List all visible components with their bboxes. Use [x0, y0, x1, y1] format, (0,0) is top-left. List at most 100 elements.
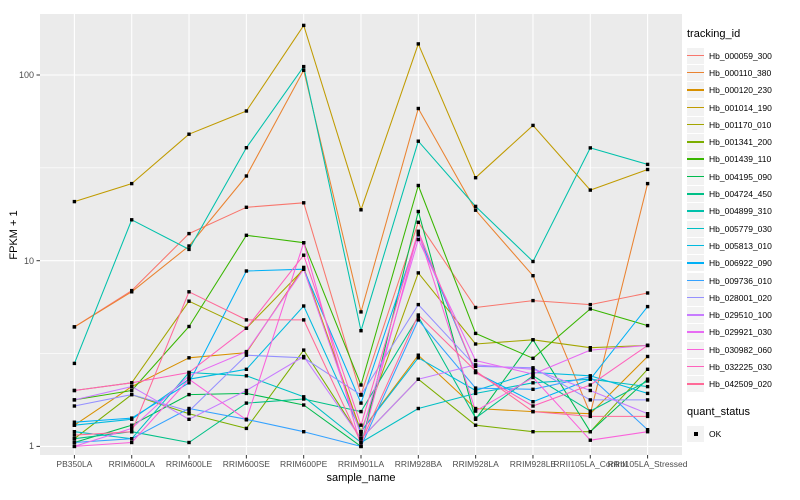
legend-color-line-icon — [687, 348, 704, 351]
data-point-marker — [645, 162, 650, 167]
legend-entry-label: Hb_001439_110 — [709, 154, 772, 165]
data-point-marker — [187, 392, 191, 397]
legend-key — [687, 376, 704, 393]
legend-key — [687, 255, 704, 272]
legend-entry-label: Hb_029510_100 — [709, 310, 772, 321]
x-axis-title: sample_name — [326, 472, 396, 484]
y-tick-label: 1 — [28, 441, 34, 452]
data-point-marker — [359, 430, 363, 434]
legend-entry-label: Hb_001014_190 — [709, 102, 772, 113]
data-point-marker — [72, 325, 77, 329]
legend-entry: Hb_004724_450 — [687, 185, 799, 203]
data-point-marker — [244, 269, 249, 273]
data-point-marker — [416, 356, 420, 360]
data-point-marker — [72, 444, 77, 449]
x-tick-label: RRIM600LA — [108, 459, 155, 469]
ok-square-marker-icon — [693, 431, 698, 436]
data-point-marker — [359, 409, 363, 414]
legend-color-line-icon — [687, 314, 704, 316]
data-point-marker — [130, 440, 134, 445]
y-tick-label: 100 — [18, 70, 34, 80]
data-point-marker — [302, 267, 306, 271]
data-point-marker — [645, 323, 650, 328]
legend-entry: Hb_005779_030 — [687, 220, 799, 237]
data-point-marker — [531, 400, 535, 404]
data-point-marker — [531, 298, 535, 303]
data-point-marker — [72, 440, 77, 445]
legend-entry-label: Hb_000110_380 — [709, 67, 772, 78]
data-point-marker — [531, 387, 535, 391]
data-point-marker — [416, 139, 420, 143]
data-point-marker — [473, 391, 478, 396]
data-point-marker — [588, 383, 592, 387]
legend-key — [687, 134, 704, 151]
legend-tracking-entries: Hb_000059_300 Hb_000110_380 Hb_000120_230 H… — [687, 47, 799, 393]
legend-entry-label: Hb_009736_010 — [709, 275, 772, 286]
data-point-marker — [531, 367, 535, 371]
data-point-marker — [359, 310, 363, 314]
data-point-marker — [645, 412, 650, 416]
data-point-marker — [187, 381, 191, 385]
data-point-marker — [531, 372, 535, 376]
data-point-marker — [187, 409, 191, 413]
legend-key — [687, 307, 704, 324]
data-point-marker — [416, 183, 420, 188]
data-point-marker — [473, 363, 478, 367]
data-point-marker — [244, 426, 249, 431]
legend-key — [687, 289, 704, 306]
data-point-marker — [302, 348, 306, 352]
data-point-marker — [130, 423, 134, 427]
data-point-marker — [130, 384, 134, 389]
data-point-marker — [416, 233, 420, 237]
data-point-marker — [244, 353, 249, 357]
legend-key — [687, 186, 704, 203]
legend-entry-label: Hb_004899_310 — [709, 206, 772, 217]
data-point-marker — [645, 304, 650, 309]
legend-key — [687, 358, 704, 375]
legend-color-line-icon — [687, 71, 704, 74]
data-point-marker — [130, 430, 134, 434]
data-point-marker — [244, 391, 249, 396]
data-point-marker — [130, 181, 134, 186]
data-point-marker — [473, 204, 478, 209]
legend-quant-section: quant_status OK — [687, 406, 799, 442]
data-point-marker — [473, 386, 478, 390]
data-point-marker — [187, 377, 191, 381]
data-point-marker — [359, 329, 363, 333]
data-point-marker — [244, 374, 249, 378]
legend-entry: Hb_042509_020 — [687, 376, 799, 393]
x-tick-label: RRIM928LA — [452, 459, 499, 469]
data-point-marker — [588, 388, 592, 393]
data-point-marker — [130, 388, 134, 393]
data-point-marker — [416, 302, 420, 307]
legend-key — [687, 272, 704, 289]
data-point-marker — [531, 274, 535, 278]
data-point-marker — [416, 106, 420, 111]
legend-key — [687, 64, 704, 81]
legend-color-line-icon — [687, 123, 704, 126]
data-point-marker — [531, 123, 535, 128]
data-point-marker — [244, 326, 249, 330]
data-point-marker — [416, 406, 420, 411]
legend-entry: Hb_000059_300 — [687, 47, 799, 64]
data-point-marker — [416, 313, 420, 317]
legend-color-line-icon — [687, 365, 704, 368]
x-tick-label: RRIM600PE — [280, 459, 328, 469]
legend-entry: Hb_001341_200 — [687, 133, 799, 151]
data-point-marker — [302, 201, 306, 205]
data-point-marker — [588, 346, 592, 350]
data-point-marker — [645, 377, 650, 381]
data-point-marker — [244, 146, 249, 150]
data-point-marker — [473, 406, 478, 411]
data-point-marker — [473, 423, 478, 427]
legend-color-line-icon — [687, 296, 704, 299]
x-tick-label: RRIM901LA — [337, 459, 385, 469]
data-point-marker — [531, 381, 535, 385]
legend: tracking_id Hb_000059_300 Hb_000110_380 Hb… — [687, 28, 799, 442]
data-point-marker — [645, 430, 650, 434]
data-point-marker — [302, 395, 306, 399]
legend-entry-label: Hb_001341_200 — [709, 137, 772, 148]
data-point-marker — [359, 208, 363, 212]
legend-key — [687, 220, 704, 237]
data-point-marker — [130, 416, 134, 420]
